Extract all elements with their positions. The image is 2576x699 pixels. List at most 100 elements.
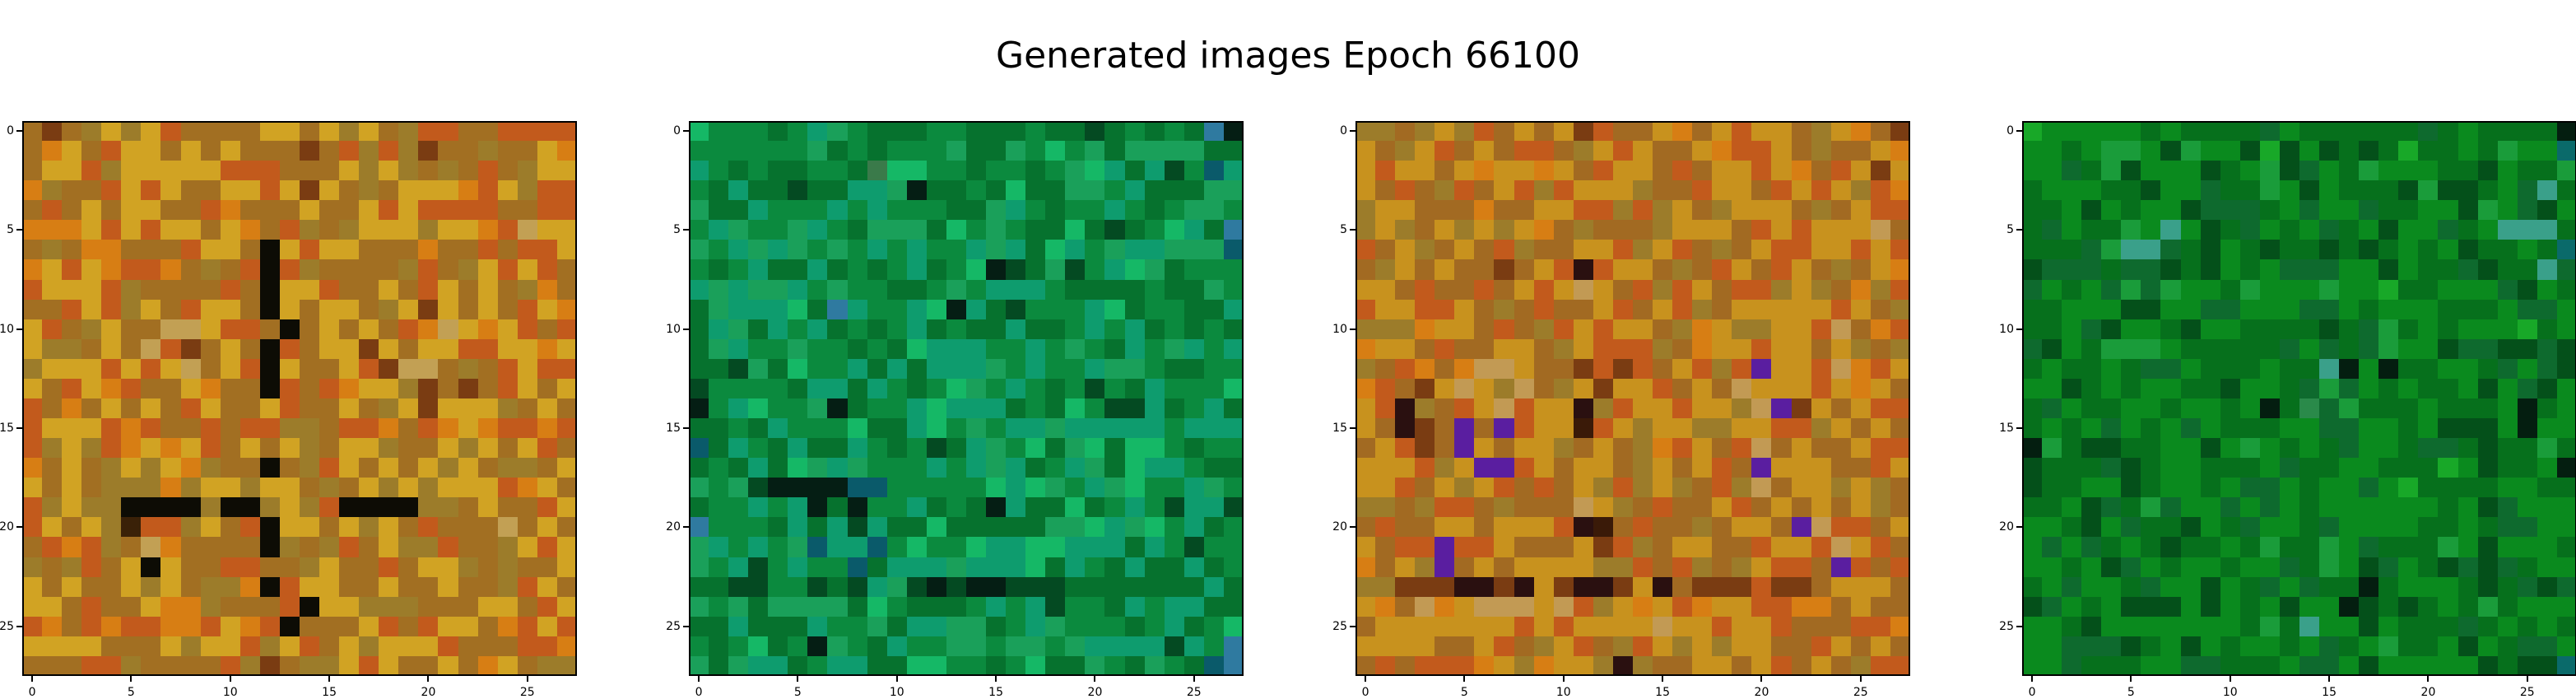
pixel-cell: [121, 240, 142, 260]
pixel-cell: [965, 616, 987, 636]
pixel-cell: [1830, 458, 1851, 478]
pixel-cell: [1355, 557, 1376, 577]
pixel-cell: [2536, 141, 2557, 161]
pixel-cell: [2042, 319, 2062, 339]
pixel-cell: [2398, 458, 2419, 478]
pixel-cell: [2279, 537, 2299, 557]
pixel-cell: [807, 655, 828, 676]
pixel-cell: [965, 458, 987, 478]
pixel-cell: [689, 299, 709, 319]
pixel-cell: [867, 358, 887, 379]
pixel-cell: [200, 299, 221, 319]
pixel-cell: [537, 121, 557, 142]
pixel-cell: [1164, 299, 1184, 319]
pixel-cell: [748, 616, 769, 636]
pixel-cell: [709, 596, 729, 617]
pixel-cell: [2339, 338, 2360, 359]
pixel-cell: [180, 537, 201, 557]
pixel-cell: [2299, 655, 2320, 676]
pixel-cell: [438, 576, 458, 597]
pixel-cell: [42, 161, 63, 181]
pixel-cell: [1514, 398, 1534, 419]
pixel-cell: [160, 240, 181, 260]
pixel-cell: [2517, 319, 2537, 339]
pixel-cell: [497, 655, 518, 676]
pixel-cell: [458, 537, 478, 557]
pixel-cell: [1434, 576, 1455, 597]
pixel-cell: [556, 655, 577, 676]
pixel-cell: [2180, 398, 2201, 419]
pixel-cell: [160, 121, 181, 142]
pixel-cell: [2536, 378, 2557, 398]
pixel-cell: [1415, 438, 1435, 459]
pixel-cell: [1006, 418, 1026, 439]
pixel-cell: [1593, 458, 1613, 478]
pixel-cell: [2081, 497, 2102, 518]
pixel-cell: [1751, 478, 1772, 498]
pixel-cell: [398, 121, 419, 142]
pixel-cell: [1474, 358, 1495, 379]
pixel-cell: [2299, 378, 2320, 398]
pixel-cell: [1454, 121, 1475, 142]
pixel-cell: [398, 240, 419, 260]
pixel-cell: [1672, 161, 1693, 181]
pixel-cell: [2457, 616, 2478, 636]
pixel-cell: [1375, 398, 1396, 419]
pixel-cell: [2418, 596, 2439, 617]
pixel-cell: [2081, 537, 2102, 557]
pixel-cell: [239, 299, 260, 319]
pixel-cell: [121, 319, 142, 339]
pixel-cell: [1632, 319, 1653, 339]
pixel-cell: [537, 497, 557, 518]
x-tick-label: 5: [127, 686, 135, 699]
pixel-cell: [847, 141, 867, 161]
pixel-cell: [279, 299, 300, 319]
pixel-cell: [748, 200, 769, 221]
pixel-cell: [2180, 458, 2201, 478]
pixel-cell: [160, 338, 181, 359]
pixel-cell: [906, 338, 927, 359]
pixel-cell: [965, 596, 987, 617]
pixel-cell: [748, 517, 769, 538]
pixel-cell: [121, 180, 142, 201]
pixel-cell: [1593, 596, 1613, 617]
pixel-cell: [2477, 636, 2498, 656]
pixel-cell: [200, 161, 221, 181]
pixel-cell: [1355, 438, 1376, 459]
pixel-cell: [1751, 616, 1772, 636]
pixel-cell: [379, 240, 399, 260]
pixel-cell: [2200, 557, 2220, 577]
pixel-cell: [339, 338, 360, 359]
pixel-cell: [1632, 398, 1653, 419]
pixel-cell: [2359, 418, 2379, 439]
pixel-cell: [2378, 478, 2399, 498]
pixel-cell: [438, 220, 458, 240]
pixel-cell: [1732, 418, 1752, 439]
pixel-cell: [807, 200, 828, 221]
pixel-cell: [1045, 576, 1066, 597]
pixel-cell: [2398, 557, 2419, 577]
pixel-cell: [2299, 557, 2320, 577]
pixel-cell: [1025, 398, 1046, 419]
pixel-cell: [689, 497, 709, 518]
pixel-cell: [748, 636, 769, 656]
pixel-cell: [2160, 220, 2181, 240]
pixel-cell: [1006, 478, 1026, 498]
pixel-cell: [537, 259, 557, 280]
pixel-cell: [81, 438, 102, 459]
pixel-cell: [1573, 259, 1593, 280]
pixel-cell: [1830, 358, 1851, 379]
pixel-cell: [2081, 655, 2102, 676]
pixel-cell: [319, 240, 340, 260]
pixel-cell: [1850, 161, 1871, 181]
pixel-cell: [556, 576, 577, 597]
pixel-cell: [728, 517, 749, 538]
pixel-cell: [1632, 438, 1653, 459]
pixel-cell: [1454, 240, 1475, 260]
pixel-cell: [1573, 458, 1593, 478]
pixel-cell: [418, 418, 439, 439]
pixel-cell: [946, 616, 966, 636]
pixel-cell: [2299, 458, 2320, 478]
pixel-cell: [259, 478, 280, 498]
pixel-cell: [926, 537, 946, 557]
